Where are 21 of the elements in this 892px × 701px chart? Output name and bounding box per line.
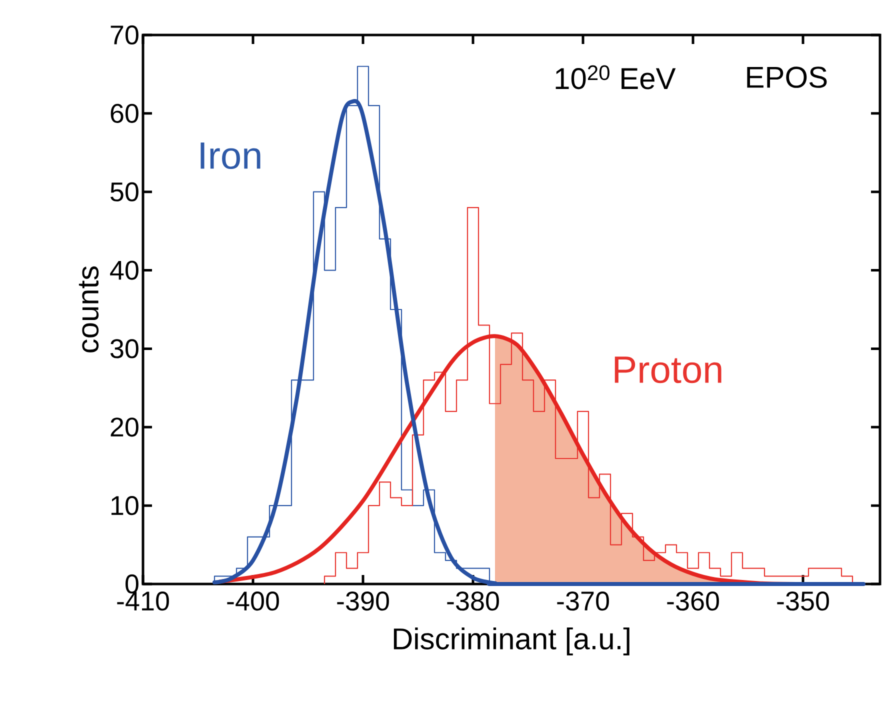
x-axis-title: Discriminant [a.u.] xyxy=(394,627,630,656)
annotation: EPOS xyxy=(747,66,827,88)
annotation: 10$^{20}$ EeV xyxy=(556,65,676,90)
y-tick-label: 40 xyxy=(110,260,138,280)
y-axis-title: counts xyxy=(78,266,99,352)
series-label: Proton xyxy=(614,356,722,384)
y-tick-label: 10 xyxy=(112,496,138,516)
y-tick-label: 20 xyxy=(110,418,138,437)
y-tick-label: 60 xyxy=(110,104,138,123)
y-tick-label: 30 xyxy=(110,339,138,358)
x-tick-label: -370 xyxy=(557,592,609,611)
x-tick-label: -380 xyxy=(447,592,499,611)
y-tick-label: 50 xyxy=(110,182,138,202)
x-tick-label: -360 xyxy=(667,592,719,611)
x-tick-label: -400 xyxy=(227,592,279,611)
x-tick-label: -410 xyxy=(117,592,169,611)
x-tick-label: -390 xyxy=(337,592,389,611)
x-tick-label: -350 xyxy=(777,592,829,611)
y-tick-label: 70 xyxy=(110,25,138,45)
y-tick-label: 0 xyxy=(126,574,138,594)
series-label: Iron xyxy=(200,142,260,170)
